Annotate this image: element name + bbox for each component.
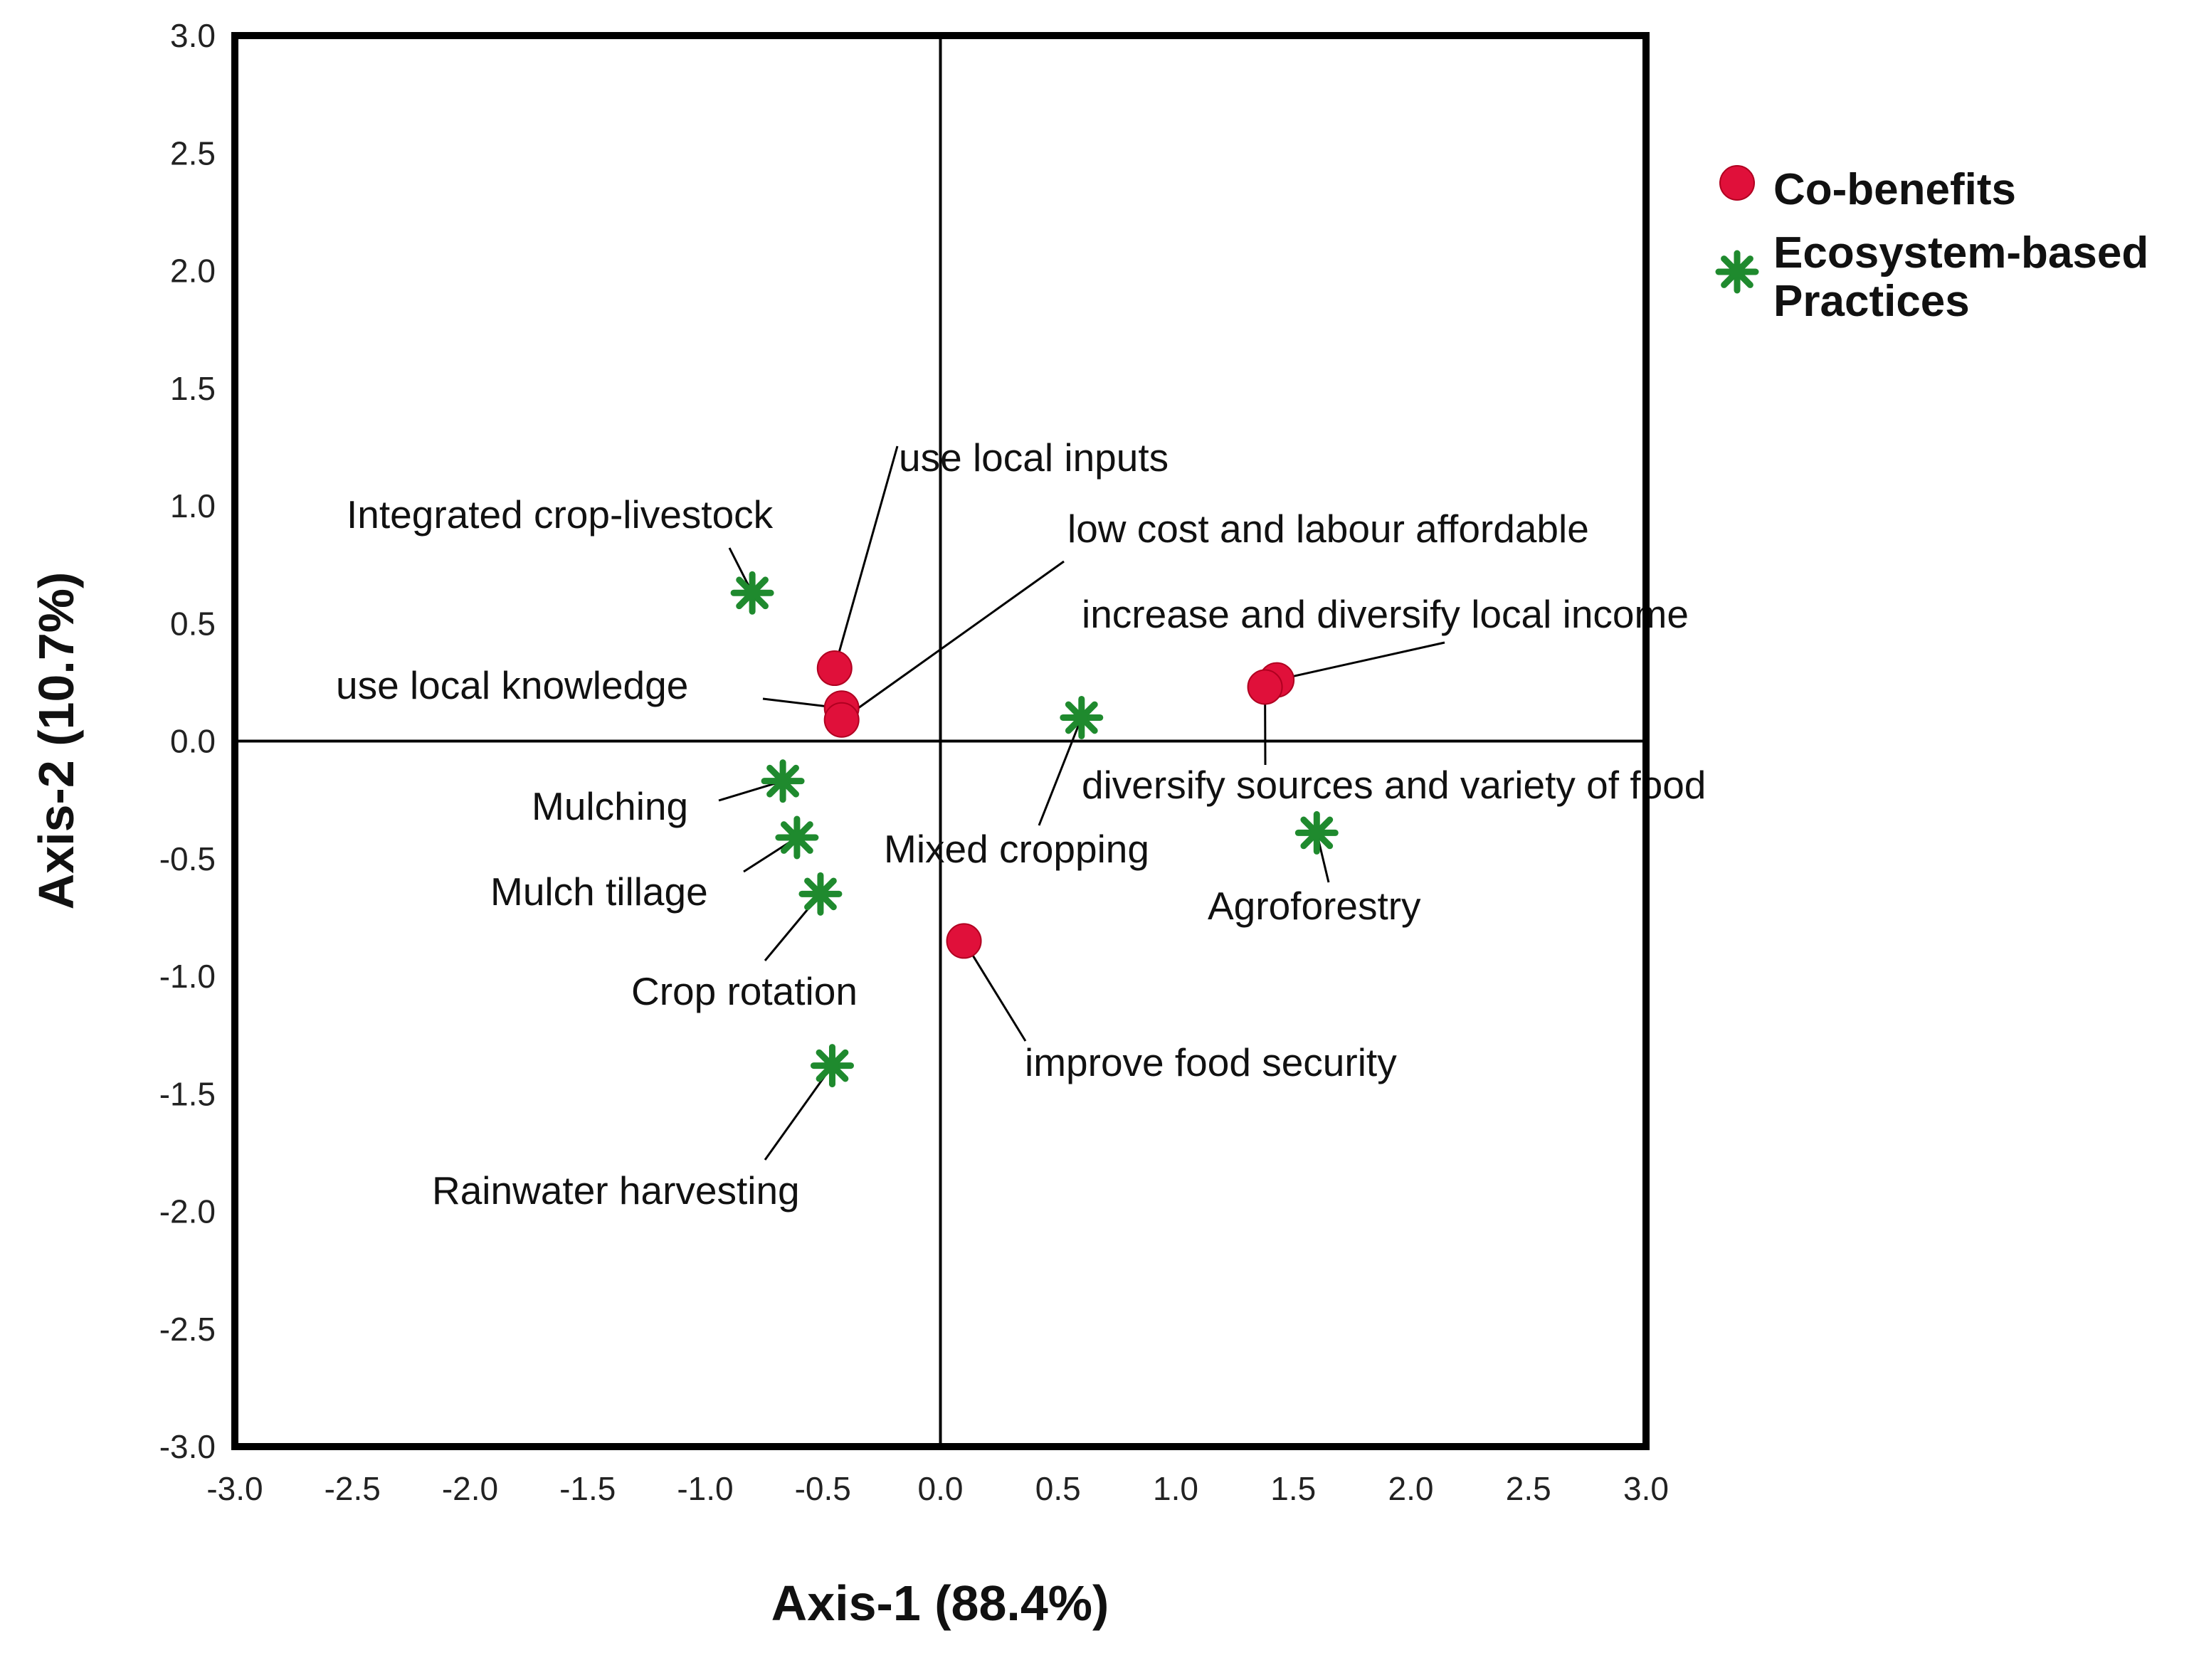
x-tick-label: 2.0 <box>1388 1470 1434 1507</box>
point-label: Mixed cropping <box>884 827 1149 871</box>
x-tick-label: 1.0 <box>1153 1470 1198 1507</box>
y-tick-label: 0.5 <box>170 605 216 642</box>
x-tick-label: -0.5 <box>795 1470 851 1507</box>
x-tick-label: 1.5 <box>1270 1470 1316 1507</box>
leader-line <box>1038 717 1083 826</box>
star-center <box>790 831 803 845</box>
point-label: Agroforestry <box>1208 884 1421 928</box>
point-label: low cost and labour affordable <box>1067 507 1589 551</box>
y-tick-label: -1.0 <box>159 958 216 995</box>
y-tick-label: -1.5 <box>159 1075 216 1112</box>
point-label: Mulch tillage <box>490 870 708 914</box>
x-axis-title: Axis-1 (88.4%) <box>771 1575 1109 1631</box>
star-marker <box>798 872 843 916</box>
point-labels: use local inputs use local knowledge low c… <box>336 435 1706 1213</box>
x-tick-label: -3.0 <box>206 1470 263 1507</box>
legend: Co-benefits Ecosystem-based Practices <box>1715 165 2148 326</box>
legend-co-benefits-label: Co-benefits <box>1773 165 2016 214</box>
y-tick-label: 2.0 <box>170 253 216 290</box>
star-marker <box>1060 695 1104 739</box>
leader-line <box>1276 641 1445 682</box>
star-marker <box>810 1044 854 1088</box>
y-tick-label: 0.0 <box>170 723 216 760</box>
y-tick-label: 1.5 <box>170 370 216 407</box>
x-tick-label: 0.5 <box>1035 1470 1081 1507</box>
point-label: Integrated crop-livestock <box>347 492 774 537</box>
axis-ticks: -3.0 -2.5 -2.0 -1.5 -1.0 -0.5 0.0 0.5 1.0 1.5 2.0 2… <box>159 17 1669 1507</box>
co-benefit-point <box>816 650 853 687</box>
y-axis-title: Axis-2 (10.7%) <box>28 572 84 910</box>
star-marker <box>761 759 805 803</box>
y-tick-label: -0.5 <box>159 840 216 877</box>
point-label: use local inputs <box>899 435 1169 480</box>
point-label: improve food security <box>1025 1040 1397 1084</box>
y-tick-label: 1.0 <box>170 487 216 524</box>
legend-ecosystem-line1: Ecosystem-based <box>1773 228 2148 278</box>
star-marker <box>1715 250 1759 294</box>
x-tick-label: -2.0 <box>442 1470 498 1507</box>
data-points <box>730 571 1339 1088</box>
legend-ecosystem-line2: Practices <box>1773 277 1970 326</box>
co-benefit-point <box>1247 669 1283 705</box>
star-marker <box>775 815 819 860</box>
leader-line <box>833 445 899 669</box>
leader-line <box>840 560 1065 721</box>
star-marker <box>730 571 774 615</box>
star-center <box>746 586 759 600</box>
y-tick-label: -2.0 <box>159 1193 216 1230</box>
y-tick-label: 3.0 <box>170 17 216 54</box>
star-center <box>1731 265 1744 278</box>
point-label: Crop rotation <box>631 969 858 1013</box>
point-label: use local knowledge <box>336 663 688 707</box>
y-tick-label: -2.5 <box>159 1311 216 1348</box>
leader-line <box>764 1064 833 1161</box>
leader-line <box>718 780 784 802</box>
x-tick-label: 0.0 <box>918 1470 964 1507</box>
star-center <box>1310 826 1324 840</box>
y-tick-label: 2.5 <box>170 134 216 171</box>
star-center <box>776 774 790 788</box>
co-benefit-point <box>823 702 860 738</box>
y-tick-label: -3.0 <box>159 1428 216 1465</box>
star-center <box>826 1059 839 1072</box>
x-tick-label: -1.0 <box>677 1470 733 1507</box>
x-tick-label: 2.5 <box>1506 1470 1551 1507</box>
star-marker <box>1294 810 1339 855</box>
x-tick-label: 3.0 <box>1623 1470 1669 1507</box>
x-tick-label: -2.5 <box>325 1470 381 1507</box>
plot-frame <box>231 32 1650 1450</box>
point-label: Mulching <box>532 784 688 828</box>
legend-ecosystem-label: Ecosystem-based Practices <box>1773 228 2148 326</box>
star-center <box>813 887 827 901</box>
leader-line <box>963 940 1027 1042</box>
star-center <box>1075 711 1088 724</box>
point-label: Rainwater harvesting <box>432 1168 800 1213</box>
point-label: increase and diversify local income <box>1082 592 1689 636</box>
x-tick-label: -1.5 <box>559 1470 616 1507</box>
co-benefit-point <box>946 923 982 959</box>
point-label: diversify sources and variety of food <box>1082 763 1706 807</box>
reference-lines <box>235 36 1646 1447</box>
legend-co-benefits-marker <box>1719 165 1755 201</box>
